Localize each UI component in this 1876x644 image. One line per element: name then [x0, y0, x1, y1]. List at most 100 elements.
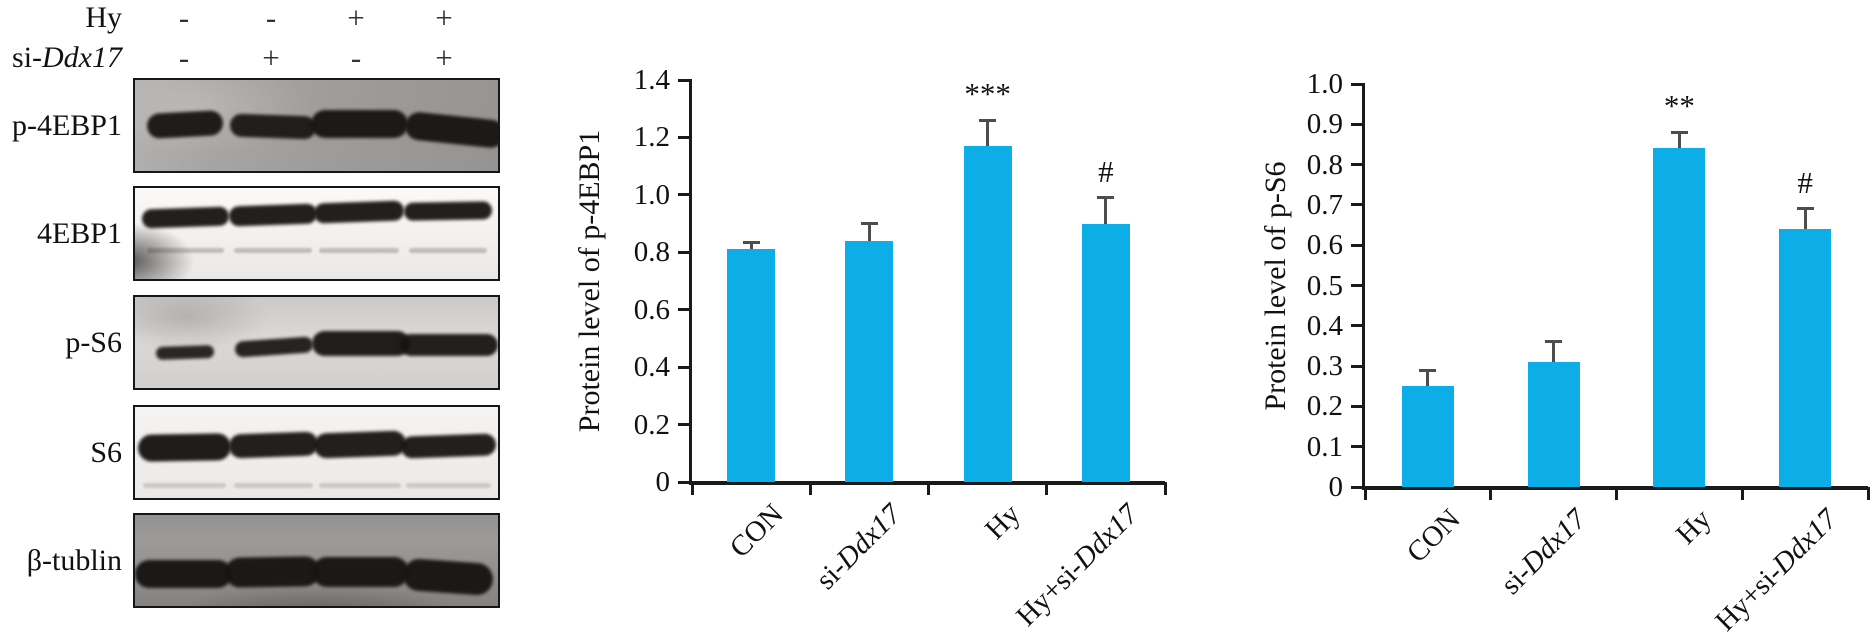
label-part-italic: Ddx17	[42, 41, 122, 74]
y-tick	[678, 250, 692, 254]
bar	[845, 240, 894, 482]
label-part: β-tublin	[26, 543, 122, 577]
category-label: CON	[1295, 503, 1467, 644]
y-tick	[1351, 284, 1365, 287]
error-bar-cap	[1097, 196, 1115, 200]
blot-row-label: p-S6	[0, 325, 122, 361]
minus-symbol: -	[178, 0, 190, 35]
bar	[1779, 229, 1832, 487]
blot-band	[311, 557, 409, 587]
x-tick	[808, 482, 812, 495]
y-tick-label: 0.8	[633, 236, 670, 269]
blot-band	[310, 110, 408, 138]
label-part: Hy	[85, 1, 122, 34]
label-part-italic: Ddx17	[1766, 503, 1844, 581]
error-bar-stem	[1426, 370, 1430, 387]
error-bar-stem	[749, 242, 753, 250]
error-bar-stem	[1552, 341, 1556, 363]
y-tick-label: 0.8	[1306, 148, 1343, 181]
blot-row-label: 4EBP1	[0, 216, 122, 252]
y-tick	[1351, 324, 1365, 328]
y-tick	[1351, 364, 1365, 368]
x-tick	[1866, 487, 1870, 500]
y-tick	[678, 193, 692, 197]
error-bar-cap	[1796, 207, 1814, 211]
y-tick-label: 0.1	[1306, 430, 1343, 463]
plus-symbol: +	[347, 0, 365, 35]
blot-row-label: β-tublin	[0, 543, 122, 579]
minus-symbol: -	[265, 0, 277, 35]
error-bar-cap	[1545, 340, 1563, 344]
y-tick	[1351, 445, 1365, 449]
x-tick	[927, 482, 930, 495]
y-tick	[678, 78, 692, 82]
label-part: 4EBP1	[36, 216, 122, 250]
error-bar-cap	[1670, 130, 1688, 134]
blot-faint-band	[146, 247, 224, 253]
blot-panel-row	[133, 405, 500, 500]
y-tick-label: 0.6	[1306, 229, 1343, 262]
blot-faint-band	[233, 482, 313, 488]
y-tick-label: 0.4	[1306, 309, 1343, 342]
x-tick	[690, 482, 694, 495]
bar	[1527, 362, 1580, 487]
plus-symbol: +	[435, 40, 453, 75]
blot-condition-label: si-Ddx17	[0, 40, 122, 76]
label-part-italic: Ddx17	[1514, 503, 1593, 581]
y-tick	[1351, 163, 1365, 167]
y-tick-label: 0.6	[633, 293, 670, 326]
label-part: Hy+si-	[1709, 557, 1790, 638]
y-tick	[678, 308, 692, 312]
blot-faint-band	[319, 482, 401, 488]
blot-faint-band	[234, 247, 312, 253]
error-bar-cap	[979, 118, 997, 122]
error-bar-stem	[867, 223, 871, 241]
x-tick	[1363, 487, 1367, 500]
x-tick	[1045, 482, 1049, 495]
y-tick	[1351, 243, 1365, 247]
label-part: CON	[1400, 503, 1467, 569]
blot-band	[400, 334, 498, 356]
y-tick	[678, 423, 692, 427]
significance-annotation: **	[1663, 88, 1695, 124]
x-tick	[1740, 487, 1744, 500]
minus-symbol: -	[178, 40, 190, 75]
y-tick-label: 0.9	[1306, 108, 1343, 141]
label-part: p-S6	[65, 325, 122, 359]
error-bar-stem	[1104, 197, 1108, 224]
blot-panel-row	[133, 78, 500, 173]
blot-faint-band	[319, 247, 399, 253]
blot-panel-row	[133, 186, 500, 281]
blot-band	[135, 560, 232, 588]
blot-faint-band	[409, 247, 487, 253]
x-tick	[1163, 482, 1167, 495]
blot-band	[312, 330, 410, 356]
y-tick-label: 1.0	[1306, 68, 1343, 100]
blot-row-label: S6	[0, 435, 122, 471]
label-part: p-4EBP1	[11, 108, 122, 142]
label-part: si-	[12, 41, 43, 74]
blot-condition-label: Hy	[0, 0, 122, 36]
error-bar-cap	[1419, 368, 1437, 372]
bar	[1653, 148, 1706, 487]
bar	[1081, 223, 1130, 482]
y-tick	[678, 135, 692, 139]
y-tick-label: 0.5	[1306, 269, 1343, 302]
significance-annotation: #	[1797, 164, 1813, 200]
bar	[1401, 386, 1454, 487]
y-tick-label: 0.2	[1306, 390, 1343, 423]
y-tick	[678, 480, 692, 484]
blot-faint-band	[405, 482, 491, 488]
y-axis-line	[689, 80, 692, 484]
error-bar-stem	[986, 120, 990, 147]
error-bar-cap	[860, 222, 878, 226]
y-tick	[1351, 203, 1365, 207]
bar	[727, 249, 776, 482]
bar	[963, 146, 1012, 482]
y-tick-label: 0	[1328, 471, 1344, 503]
y-tick	[1351, 404, 1365, 408]
